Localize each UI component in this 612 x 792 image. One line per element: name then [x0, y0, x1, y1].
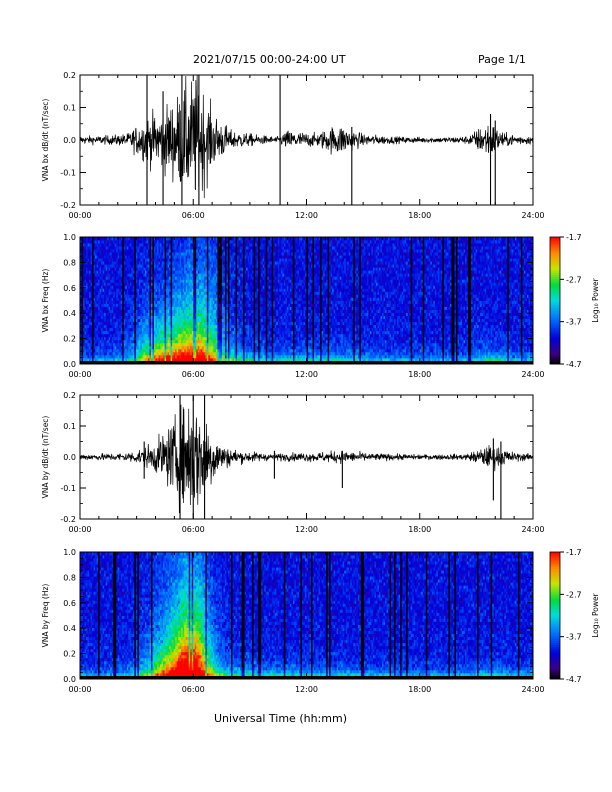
colorbar-label: Log₁₀ Power [591, 277, 600, 322]
y-axis-label: VNA by Freq (Hz) [41, 584, 50, 648]
colorbar-tick-label: -3.7 [566, 318, 582, 327]
y-tick-label: 0.2 [63, 650, 76, 659]
y-tick-label: 0.2 [63, 335, 76, 344]
x-tick-label: 06:00 [182, 525, 205, 534]
x-tick-label: 06:00 [182, 211, 205, 220]
y-tick-label: 0.2 [63, 391, 76, 400]
y-tick-label: -0.2 [60, 201, 76, 210]
y-tick-label: -0.1 [60, 484, 76, 493]
colorbar: -1.7 -2.7 -3.7 -4.7 Log₁₀ Power [550, 548, 600, 684]
colorbar-tick-label: -4.7 [566, 675, 582, 684]
signal-trace [80, 75, 533, 198]
spectrogram-cells [80, 237, 533, 364]
y-tick-label: 0.0 [63, 675, 76, 684]
y-tick-label: 0.6 [63, 599, 76, 608]
panel-1: 0.2 0.1 0.0 -0.1 -0.200:00 06:00 12:00 18:00 24:… [41, 71, 545, 220]
y-tick-label: 0.1 [63, 104, 76, 113]
colorbar-tick-label: -3.7 [566, 633, 582, 642]
signal-trace [80, 405, 533, 513]
x-tick-label: 24:00 [521, 525, 544, 534]
y-tick-label: 1.0 [63, 548, 76, 557]
y-tick-label: 1.0 [63, 233, 76, 242]
x-tick-label: 18:00 [408, 525, 431, 534]
spectrogram-cells [80, 552, 533, 679]
x-tick-label: 06:00 [182, 685, 205, 694]
panel-3: 0.2 0.1 0.0 -0.1 -0.200:00 06:00 12:00 18:00 24:… [41, 391, 545, 534]
x-tick-label: 00:00 [68, 685, 91, 694]
y-tick-label: 0.0 [63, 453, 76, 462]
colorbar-label: Log₁₀ Power [591, 592, 600, 637]
x-tick-label: 00:00 [68, 525, 91, 534]
colorbar-tick-label: -2.7 [566, 590, 582, 599]
colorbar: -1.7 -2.7 -3.7 -4.7 Log₁₀ Power [550, 233, 600, 369]
y-tick-label: 0.1 [63, 422, 76, 431]
x-tick-label: 06:00 [182, 370, 205, 379]
x-tick-label: 18:00 [408, 685, 431, 694]
x-tick-label: 12:00 [295, 211, 318, 220]
y-tick-label: 0.8 [63, 573, 76, 582]
x-tick-label: 12:00 [295, 685, 318, 694]
x-tick-label: 24:00 [521, 370, 544, 379]
x-tick-label: 24:00 [521, 211, 544, 220]
y-tick-label: -0.1 [60, 169, 76, 178]
y-tick-label: 0.4 [63, 624, 76, 633]
y-tick-label: 0.0 [63, 360, 76, 369]
y-axis-label: VNA by dB/dt (nT/sec) [41, 416, 50, 499]
y-tick-label: 0.6 [63, 284, 76, 293]
colorbar-tick-label: -2.7 [566, 275, 582, 284]
y-tick-label: 0.0 [63, 136, 76, 145]
y-tick-label: -0.2 [60, 515, 76, 524]
y-axis-label: VNA bx dB/dt (nT/sec) [41, 99, 50, 182]
y-tick-label: 0.4 [63, 309, 76, 318]
x-tick-label: 18:00 [408, 211, 431, 220]
x-tick-label: 24:00 [521, 685, 544, 694]
y-tick-label: 0.8 [63, 258, 76, 267]
y-tick-label: 0.2 [63, 71, 76, 80]
x-tick-label: 18:00 [408, 370, 431, 379]
x-tick-label: 00:00 [68, 370, 91, 379]
colorbar-tick-label: -1.7 [566, 548, 582, 557]
x-tick-label: 00:00 [68, 211, 91, 220]
panel-2: 1.0 0.8 0.6 0.4 0.2 0.0 -1.7 -2.7 -3.7 -4.7 Log₁₀ … [41, 233, 600, 379]
x-tick-label: 12:00 [295, 525, 318, 534]
x-axis-title: Universal Time (hh:mm) [214, 712, 347, 725]
y-axis-label: VNA bx Freq (Hz) [41, 269, 50, 333]
panel-4: 1.0 0.8 0.6 0.4 0.2 0.0 -1.7 -2.7 -3.7 -4.7 Log₁₀ … [41, 548, 600, 694]
x-tick-label: 12:00 [295, 370, 318, 379]
colorbar-tick-label: -4.7 [566, 360, 582, 369]
colorbar-tick-label: -1.7 [566, 233, 582, 242]
